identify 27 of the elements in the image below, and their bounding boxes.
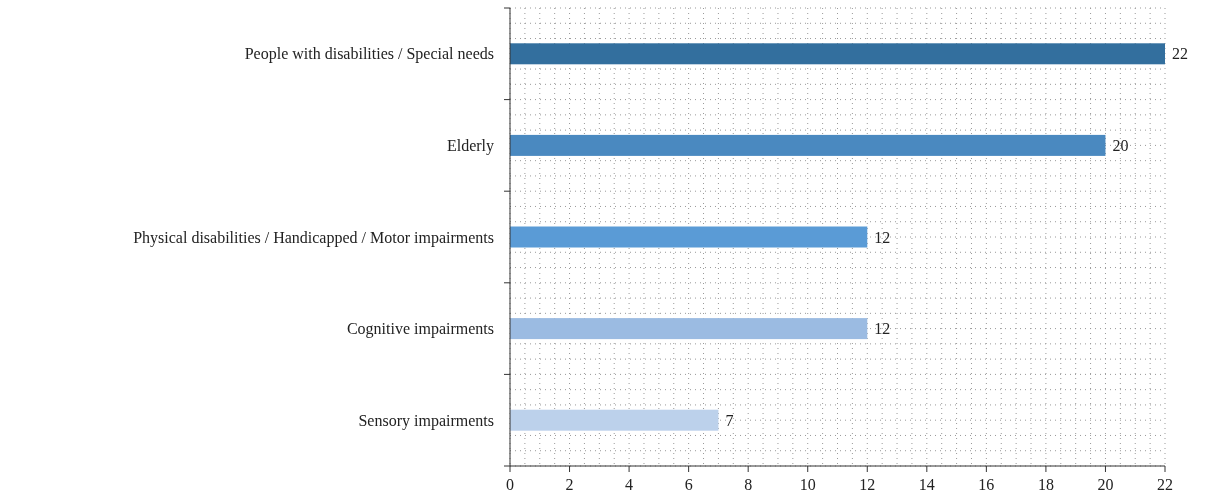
data-label: 12 (874, 320, 891, 338)
x-tick-label: 2 (565, 476, 574, 493)
y-tick-label: Physical disabilities / Handicapped / Motor impairments (133, 228, 494, 247)
x-tick-label: 0 (506, 476, 514, 493)
y-tick-label: Elderly (446, 137, 494, 155)
x-tick-label: 10 (799, 476, 816, 493)
bar (510, 226, 868, 248)
x-tick-label: 14 (918, 476, 935, 493)
x-tick-label: 4 (625, 476, 634, 493)
bar (510, 43, 1165, 65)
x-tick-label: 22 (1157, 476, 1173, 493)
bar (510, 318, 868, 340)
x-tick-label: 18 (1037, 476, 1054, 493)
x-tick-label: 8 (744, 476, 753, 493)
data-label: 12 (874, 228, 891, 246)
x-tick-label: 6 (684, 476, 693, 493)
bar (510, 134, 1106, 156)
data-label: 22 (1172, 45, 1188, 63)
x-tick-label: 20 (1097, 476, 1114, 493)
data-label: 7 (725, 411, 734, 429)
x-tick-label: 16 (978, 476, 995, 493)
x-tick-label: 12 (859, 476, 876, 493)
y-tick-label: Sensory impairments (358, 411, 494, 430)
bar (510, 409, 719, 431)
data-label: 20 (1112, 137, 1129, 154)
y-tick-label: People with disabilities / Special needs (244, 45, 494, 64)
y-tick-label: Cognitive impairments (346, 320, 494, 339)
